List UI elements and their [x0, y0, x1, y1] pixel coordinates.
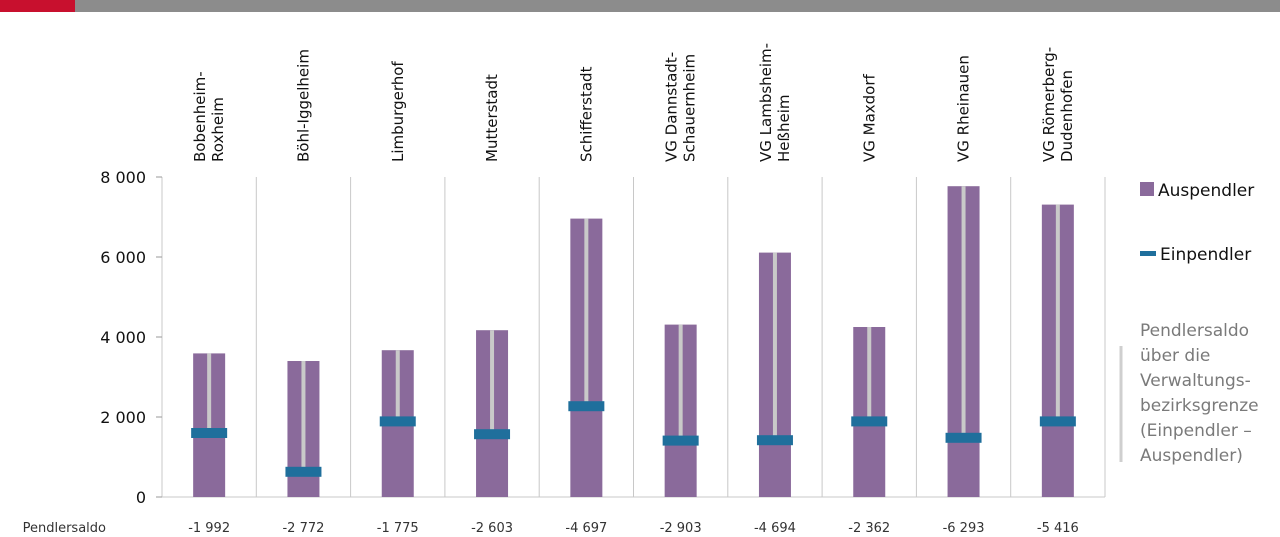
einpendler-marker: [945, 432, 982, 443]
legend-einpendler-swatch: [1140, 251, 1156, 256]
pendlersaldo-value: -2 772: [282, 521, 324, 536]
category-label: VG Lambsheim-Heßheim: [757, 43, 793, 162]
category-label-line: Heßheim: [775, 95, 793, 162]
pendlersaldo-note-line: Pendlersaldo: [1140, 321, 1249, 341]
y-tick-label: 8 000: [100, 168, 146, 187]
einpendler-marker: [568, 401, 605, 412]
einpendler-marker: [1039, 416, 1076, 427]
category-label-line: Mutterstadt: [483, 74, 501, 162]
category-label-line: Schifferstadt: [577, 66, 595, 162]
category-label-line: VG Dannstadt-: [663, 52, 681, 162]
pendlersaldo-value: -2 362: [848, 521, 890, 536]
pendlersaldo-value: -2 903: [660, 521, 702, 536]
pendlersaldo-value: -2 603: [471, 521, 513, 536]
category-label-line: Bobenheim-: [191, 71, 209, 162]
pendlersaldo-value: -1 775: [377, 521, 419, 536]
category-label: Böhl-Iggelheim: [294, 49, 312, 162]
einpendler-marker: [851, 416, 888, 427]
category-label-line: VG Rheinauen: [955, 55, 973, 162]
pendlersaldo-note-line: Auspendler): [1140, 446, 1243, 466]
einpendler-marker: [379, 416, 416, 427]
y-tick-label: 6 000: [100, 248, 146, 267]
y-tick-label: 4 000: [100, 328, 146, 347]
einpendler-marker: [474, 429, 511, 440]
category-label-line: Dudenhofen: [1058, 70, 1076, 162]
legend-einpendler-label: Einpendler: [1160, 245, 1251, 265]
einpendler-marker: [756, 435, 793, 446]
pendlersaldo-value: -5 416: [1037, 521, 1079, 536]
y-tick-label: 2 000: [100, 408, 146, 427]
pendlersaldo-value: -4 697: [565, 521, 607, 536]
pendlersaldo-note: Pendlersaldo über die Verwaltungs-bezirksg…: [1140, 321, 1259, 466]
category-label: VG Maxdorf: [860, 73, 878, 162]
category-label-line: Limburgerhof: [389, 61, 407, 162]
category-label: VG Rheinauen: [955, 55, 973, 162]
category-label-line: Schauernheim: [681, 54, 699, 162]
y-tick-label: 0: [136, 488, 146, 507]
pendlersaldo-value: -4 694: [754, 521, 796, 536]
category-label-line: Böhl-Iggelheim: [294, 49, 312, 162]
category-label: VG Römerberg-Dudenhofen: [1040, 47, 1076, 162]
pendlersaldo-note-line: Verwaltungs-: [1140, 371, 1251, 391]
category-label-line: Roxheim: [209, 97, 227, 162]
top-accent-bar: [0, 0, 75, 12]
category-label-line: VG Maxdorf: [860, 73, 878, 162]
einpendler-marker: [662, 435, 699, 446]
category-label: Bobenheim-Roxheim: [191, 71, 227, 162]
top-bar: [0, 0, 1280, 12]
legend-auspendler-label: Auspendler: [1158, 181, 1254, 201]
category-label-line: VG Römerberg-: [1040, 47, 1058, 162]
pendlersaldo-value: -6 293: [943, 521, 985, 536]
legend-auspendler-swatch: [1140, 182, 1154, 196]
category-label-line: VG Lambsheim-: [757, 43, 775, 162]
einpendler-marker: [191, 428, 228, 438]
category-label: Schifferstadt: [577, 66, 595, 162]
pendlersaldo-row-label: Pendlersaldo: [23, 521, 106, 536]
category-label: VG Dannstadt-Schauernheim: [663, 52, 699, 162]
pendlersaldo-note-line: (Einpendler –: [1140, 421, 1252, 441]
pendlersaldo-value: -1 992: [188, 521, 230, 536]
category-label: Limburgerhof: [389, 61, 407, 162]
pendlersaldo-note-line: bezirksgrenze: [1140, 396, 1259, 416]
einpendler-marker: [285, 466, 322, 477]
category-label: Mutterstadt: [483, 74, 501, 162]
pendlersaldo-note-line: über die: [1140, 346, 1210, 366]
